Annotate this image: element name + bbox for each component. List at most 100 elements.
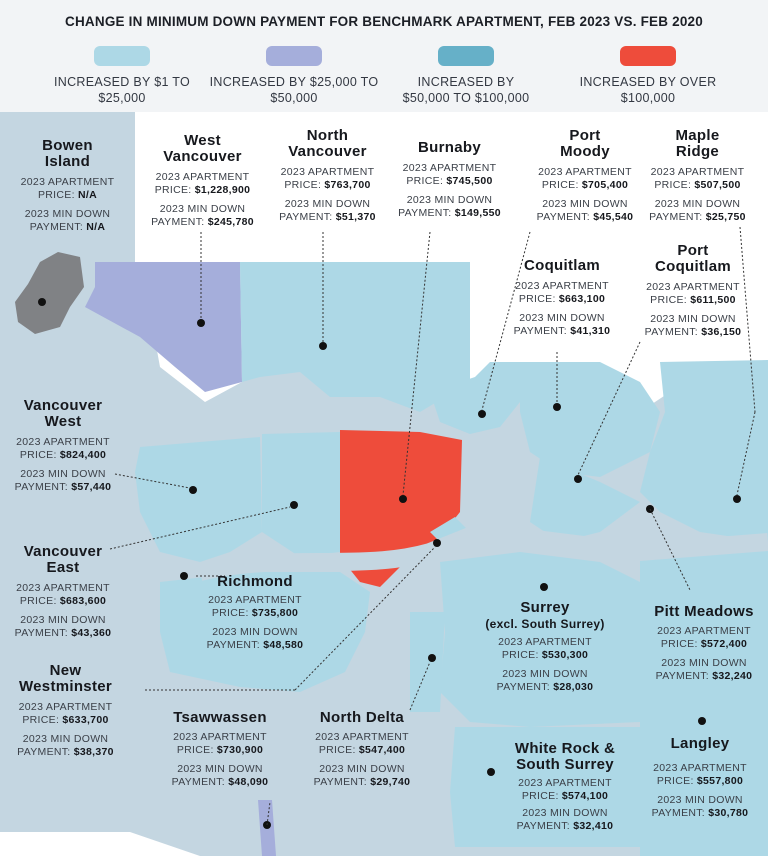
region-langley: [640, 542, 768, 856]
label-tsawwassen: Tsawwassen 2023 APARTMENT PRICE: $730,90…: [165, 710, 275, 789]
price-value: $745,500: [446, 175, 493, 187]
marker-new-westminster: [433, 539, 441, 547]
label-new-westminster: New Westminster 2023 APARTMENT PRICE: $63…: [8, 663, 123, 759]
legend-label-tier-3: INCREASED BY $50,000 TO $100,000: [402, 75, 530, 105]
region-coquitlam: [520, 362, 660, 477]
price-value: $574,100: [561, 790, 609, 802]
marker-maple-ridge: [733, 495, 741, 503]
marker-white-rock: [487, 768, 495, 776]
down-value: $149,550: [454, 207, 501, 219]
region-name: Pitt Meadows: [654, 603, 754, 620]
price-value: $663,100: [558, 293, 606, 305]
region-bowen-island: [15, 252, 84, 334]
marker-vancouver-west: [189, 486, 197, 494]
legend-swatch-tier-4: [620, 46, 676, 66]
label-pitt-meadows: Pitt Meadows 2023 APARTMENT PRICE: $572,…: [648, 604, 760, 683]
legend-label-tier-1: INCREASED BY $1 TO $25,000: [53, 75, 190, 105]
label-white-rock: White Rock & South Surrey 2023 APARTMENT …: [505, 741, 625, 833]
region-name: Port Coquitlam: [654, 242, 732, 275]
marker-port-moody: [478, 410, 486, 418]
down-value: $48,580: [263, 639, 304, 651]
price-value: $530,300: [541, 649, 589, 661]
down-value: $45,540: [593, 211, 634, 223]
down-value: $29,740: [370, 776, 411, 788]
legend-label-tier-2: INCREASED BY $25,000 TO $50,000: [209, 75, 379, 105]
south-land: [0, 832, 200, 856]
label-north-vancouver: North Vancouver 2023 APARTMENT PRICE: $76…: [270, 128, 385, 224]
chart-title: CHANGE IN MINIMUM DOWN PAYMENT FOR BENCH…: [65, 14, 703, 29]
leader-lines: [109, 226, 756, 826]
down-value: $48,090: [228, 776, 269, 788]
marker-north-vancouver: [319, 342, 327, 350]
region-port-moody: [430, 362, 520, 434]
label-langley: Langley 2023 APARTMENT PRICE: $557,800 2…: [645, 736, 755, 820]
down-value: $38,370: [73, 746, 114, 758]
legend-item-tier-1: INCREASED BY $1 TO $25,000: [27, 46, 217, 106]
down-value: $57,440: [71, 481, 112, 493]
down-value: $32,410: [573, 820, 614, 832]
region-port-coquitlam: [530, 457, 640, 542]
price-value: $763,700: [324, 179, 371, 191]
marker-richmond: [180, 572, 188, 580]
down-value: $30,780: [708, 807, 749, 819]
legend-item-tier-2: INCREASED BY $25,000 TO $50,000: [199, 46, 389, 106]
down-value: $28,030: [553, 681, 594, 693]
region-name: West Vancouver: [163, 132, 242, 165]
legend-item-tier-4: INCREASED BY OVER $100,000: [553, 46, 743, 106]
label-richmond: Richmond 2023 APARTMENT PRICE: $735,800 …: [200, 574, 310, 652]
down-value: $245,780: [207, 216, 254, 228]
region-name: North Delta: [319, 709, 405, 726]
region-surrey: [440, 552, 640, 727]
label-burnaby: Burnaby 2023 APARTMENT PRICE: $745,500 2…: [392, 140, 507, 220]
region-name: Port Moody: [560, 127, 610, 160]
region-name: White Rock & South Surrey: [514, 740, 616, 773]
label-bowen-island: Bowen Island 2023 APARTMENT PRICE: N/A 20…: [10, 138, 125, 234]
legend-swatch-tier-3: [438, 46, 494, 66]
legend-swatch-tier-1: [94, 46, 150, 66]
price-value: $1,228,900: [194, 184, 251, 196]
marker-west-vancouver: [197, 319, 205, 327]
region-name: North Vancouver: [288, 127, 367, 160]
region-name: Maple Ridge: [675, 127, 720, 160]
price-value: $824,400: [59, 449, 107, 461]
label-maple-ridge: Maple Ridge 2023 APARTMENT PRICE: $507,50…: [645, 128, 750, 224]
marker-port-coquitlam: [574, 475, 582, 483]
price-value: $730,900: [216, 744, 264, 756]
label-port-coquitlam: Port Coquitlam 2023 APARTMENT PRICE: $611…: [638, 243, 748, 339]
legend-label-tier-4: INCREASED BY OVER $100,000: [579, 75, 717, 105]
down-value: $51,370: [335, 211, 376, 223]
marker-burnaby: [399, 495, 407, 503]
marker-bowen: [38, 298, 46, 306]
region-north-delta: [410, 612, 445, 712]
region-name: Bowen Island: [42, 137, 93, 170]
marker-langley: [698, 717, 706, 725]
legend-swatch-tier-2: [266, 46, 322, 66]
region-name: Langley: [670, 735, 730, 752]
marker-north-delta: [428, 654, 436, 662]
label-surrey: Surrey (excl. South Surrey) 2023 APARTMEN…: [485, 599, 605, 694]
down-value: $25,750: [705, 211, 746, 223]
price-value: $611,500: [690, 294, 736, 306]
label-port-moody: Port Moody 2023 APARTMENT PRICE: $705,400…: [530, 128, 640, 224]
marker-vancouver-east: [290, 501, 298, 509]
region-name: Vancouver West: [23, 397, 103, 430]
price-value: $557,800: [696, 775, 744, 787]
region-name: Burnaby: [418, 139, 481, 156]
region-name: New Westminster: [18, 662, 113, 695]
label-vancouver-west: Vancouver West 2023 APARTMENT PRICE: $824…: [8, 398, 118, 494]
region-white-rock: [450, 727, 640, 847]
price-value: $572,400: [700, 638, 748, 650]
price-value: N/A: [78, 189, 97, 201]
region-map: [0, 112, 768, 856]
down-value: N/A: [86, 221, 106, 233]
region-burnaby: [340, 430, 462, 587]
region-vancouver-west: [135, 437, 262, 562]
fraser-river: [197, 522, 768, 581]
region-west-vancouver: [85, 262, 242, 392]
marker-surrey: [540, 583, 548, 591]
region-name: Tsawwassen: [173, 709, 267, 726]
region-richmond: [160, 572, 370, 692]
legend-item-tier-3: INCREASED BY $50,000 TO $100,000: [371, 46, 561, 106]
header: CHANGE IN MINIMUM DOWN PAYMENT FOR BENCH…: [0, 0, 768, 112]
